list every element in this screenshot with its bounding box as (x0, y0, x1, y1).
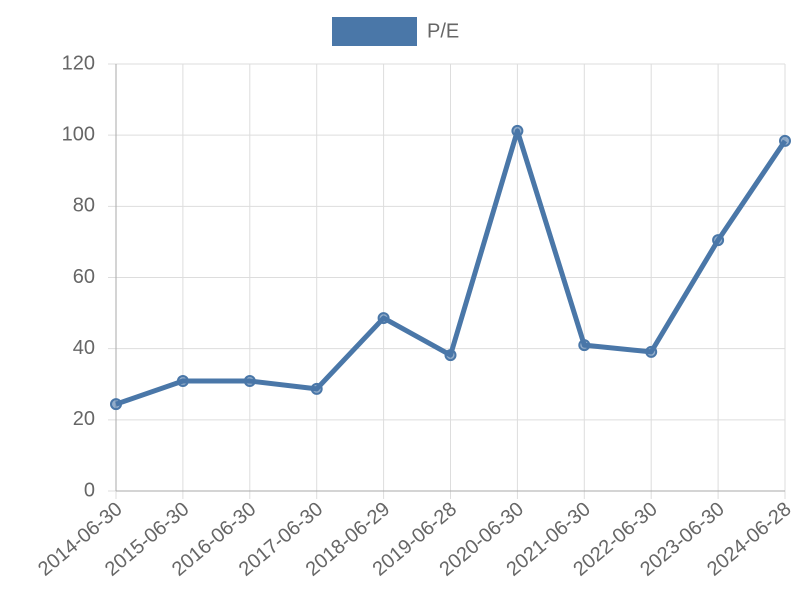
point (712, 234, 725, 247)
point (511, 124, 524, 137)
point (176, 375, 189, 388)
y-tick-label: 60 (73, 266, 95, 288)
legend-swatch (332, 17, 417, 46)
point (444, 349, 457, 362)
y-tick-label: 40 (73, 337, 95, 359)
point (243, 375, 256, 388)
point (779, 134, 791, 147)
y-tick-label: 0 (84, 479, 95, 501)
y-tick-label: 120 (62, 52, 95, 74)
y-tick-label: 80 (73, 195, 95, 217)
point (110, 398, 122, 411)
legend: P/E (332, 17, 459, 46)
y-tick-label: 100 (62, 123, 95, 145)
y-tick-label: 20 (73, 408, 95, 430)
legend-label: P/E (427, 20, 459, 42)
point (377, 312, 390, 325)
point (645, 345, 658, 358)
point (578, 339, 591, 352)
point (310, 382, 323, 395)
